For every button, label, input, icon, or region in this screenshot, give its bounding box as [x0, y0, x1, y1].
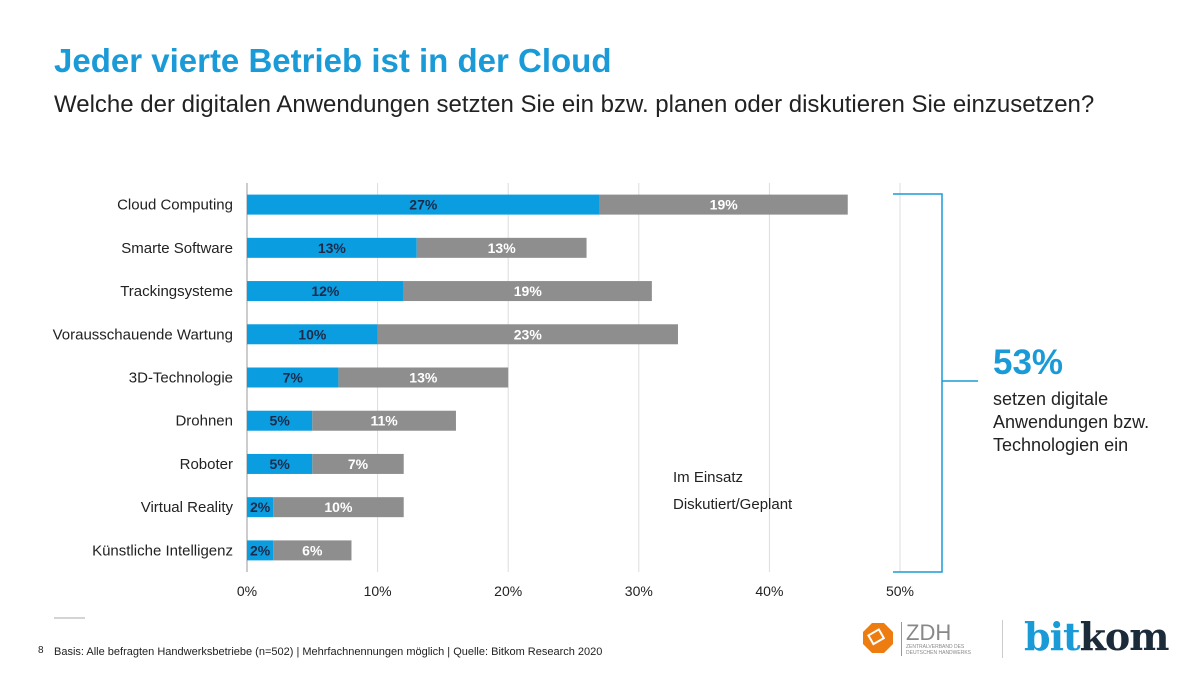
bar-im-einsatz — [247, 453, 313, 474]
category-label: Virtual Reality — [141, 499, 234, 516]
category-label: Drohnen — [175, 413, 233, 430]
bitkom-logo-b: kom — [1079, 614, 1170, 659]
data-label: 7% — [283, 370, 304, 386]
data-label: 5% — [270, 456, 291, 472]
bar-im-einsatz — [247, 367, 339, 388]
data-label: 12% — [311, 283, 340, 299]
bar-im-einsatz — [247, 194, 600, 215]
category-label: Smarte Software — [121, 240, 233, 257]
bar-im-einsatz — [247, 281, 404, 302]
category-label: Künstliche Intelligenz — [92, 542, 233, 559]
data-label: 2% — [250, 542, 271, 558]
legend-label: Im Einsatz — [673, 469, 744, 486]
bar-diskutiert — [599, 194, 848, 215]
callout-text: setzen digitale Anwendungen bzw. Technol… — [993, 389, 1150, 455]
bar-im-einsatz — [247, 540, 274, 561]
callout-value: 53% — [993, 343, 1064, 382]
bitkom-logo: bitkom — [1024, 614, 1170, 659]
data-label: 19% — [514, 283, 543, 299]
data-label: 19% — [710, 197, 739, 213]
bar-diskutiert — [338, 367, 509, 388]
zdh-logo-subtext: ZENTRALVERBAND DES DEUTSCHEN HANDWERKS — [906, 644, 972, 656]
page-title: Jeder vierte Betrieb ist in der Cloud — [54, 42, 612, 79]
category-label: Cloud Computing — [117, 197, 233, 214]
category-label: Roboter — [180, 456, 233, 473]
legend-label: Diskutiert/Geplant — [673, 496, 793, 513]
bar-diskutiert — [273, 497, 404, 518]
legend-item-im-einsatz: Im Einsatz — [673, 469, 743, 486]
bar-im-einsatz — [247, 410, 313, 431]
x-tick-label: 50% — [886, 583, 914, 599]
x-tick-label: 40% — [755, 583, 783, 599]
bar-diskutiert — [312, 453, 404, 474]
bar-diskutiert — [416, 237, 587, 258]
x-tick-label: 0% — [237, 583, 257, 599]
zdh-logo-text: ZDH — [906, 620, 952, 645]
data-label: 5% — [270, 413, 291, 429]
bar-im-einsatz — [247, 237, 417, 258]
x-tick-label: 20% — [494, 583, 522, 599]
zdh-logo-icon — [862, 622, 894, 654]
category-label: 3D-Technologie — [129, 370, 233, 387]
category-label: Vorausschauende Wartung — [53, 326, 233, 343]
bitkom-logo-a: bit — [1024, 614, 1081, 659]
bar-diskutiert — [377, 324, 678, 345]
bar-im-einsatz — [247, 497, 274, 518]
data-label: 13% — [409, 370, 438, 386]
legend-item-diskutiert: Diskutiert/Geplant — [673, 496, 792, 513]
data-label: 10% — [324, 499, 353, 515]
data-label: 10% — [298, 326, 327, 342]
data-label: 11% — [371, 413, 399, 429]
bar-diskutiert — [403, 281, 652, 302]
bar-diskutiert — [312, 410, 456, 431]
category-label: Trackingsysteme — [120, 283, 233, 300]
logo-divider — [1002, 620, 1003, 658]
data-label: 13% — [318, 240, 347, 256]
callout-bracket — [893, 193, 978, 573]
data-label: 2% — [250, 499, 271, 515]
x-tick-label: 10% — [364, 583, 392, 599]
zdh-logo: ZDH ZENTRALVERBAND DES DEUTSCHEN HANDWER… — [901, 622, 986, 656]
bar-diskutiert — [273, 540, 352, 561]
bar-im-einsatz — [247, 324, 378, 345]
data-label: 13% — [488, 240, 517, 256]
x-tick-label: 30% — [625, 583, 653, 599]
data-label: 27% — [409, 197, 438, 213]
data-label: 7% — [348, 456, 369, 472]
page-number: 8 — [38, 645, 44, 656]
footer-source: Basis: Alle befragten Handwerksbetriebe … — [54, 646, 603, 658]
page-subtitle: Welche der digitalen Anwendungen setzten… — [54, 91, 1095, 118]
data-label: 23% — [514, 326, 543, 342]
data-label: 6% — [302, 542, 323, 558]
